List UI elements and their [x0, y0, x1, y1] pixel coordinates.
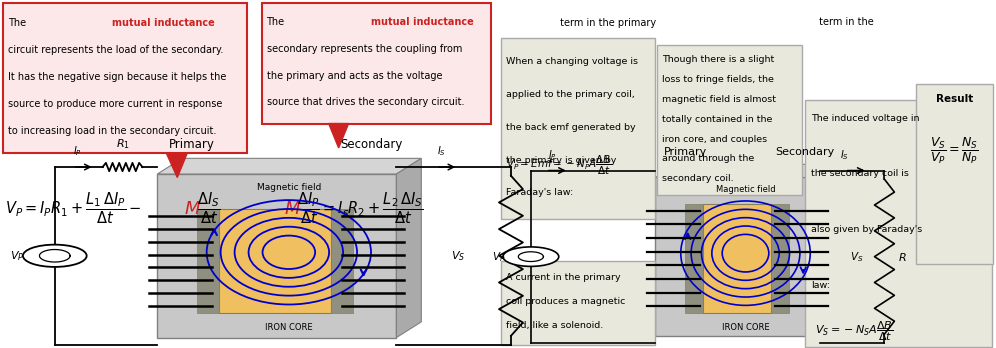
Text: the back emf generated by: the back emf generated by	[506, 122, 635, 132]
Text: The: The	[267, 17, 288, 27]
Text: Magnetic field: Magnetic field	[257, 183, 321, 192]
Text: $V_P$: $V_P$	[492, 250, 506, 263]
Text: $I_P$: $I_P$	[74, 144, 82, 158]
Polygon shape	[396, 158, 421, 338]
Text: also given by Faraday's: also given by Faraday's	[811, 225, 922, 234]
Polygon shape	[166, 153, 187, 177]
FancyBboxPatch shape	[501, 38, 655, 219]
Polygon shape	[655, 164, 840, 177]
Text: term in the primary: term in the primary	[557, 17, 656, 27]
Text: totally contained in the: totally contained in the	[661, 114, 772, 124]
Text: $V_P = I_P R_1 + \dfrac{L_1\,\Delta I_P}{\Delta t} - $: $V_P = I_P R_1 + \dfrac{L_1\,\Delta I_P}…	[5, 191, 141, 227]
Text: Result: Result	[936, 94, 973, 104]
FancyBboxPatch shape	[685, 204, 703, 313]
Text: the primary is given by: the primary is given by	[506, 156, 616, 165]
Text: $M$: $M$	[184, 200, 201, 218]
Text: $V_S = -N_S A\dfrac{\Delta B}{\Delta t}$: $V_S = -N_S A\dfrac{\Delta B}{\Delta t}$	[815, 319, 893, 342]
FancyBboxPatch shape	[197, 209, 219, 313]
Text: $I_S$: $I_S$	[437, 144, 445, 158]
Text: to increasing load in the secondary circuit.: to increasing load in the secondary circ…	[8, 126, 216, 136]
Text: $V_P$: $V_P$	[10, 249, 24, 263]
Text: Primary: Primary	[169, 139, 215, 151]
Text: When a changing voltage is: When a changing voltage is	[506, 57, 637, 66]
Text: Secondary: Secondary	[341, 139, 402, 151]
Text: $R_1$: $R_1$	[116, 137, 129, 151]
Text: coil produces a magnetic: coil produces a magnetic	[506, 297, 625, 306]
FancyBboxPatch shape	[157, 174, 396, 338]
Text: applied to the primary coil,: applied to the primary coil,	[506, 90, 634, 99]
Text: IRON CORE: IRON CORE	[722, 323, 769, 332]
Text: law:: law:	[811, 281, 830, 290]
Text: circuit represents the load of the secondary.: circuit represents the load of the secon…	[8, 45, 223, 55]
Text: source that drives the secondary circuit.: source that drives the secondary circuit…	[267, 97, 464, 107]
Circle shape	[503, 247, 559, 267]
FancyBboxPatch shape	[219, 209, 331, 313]
Text: $\dfrac{\Delta I_P}{\Delta t} = I_s R_2 + \dfrac{L_2\,\Delta I_S}{\Delta t}$: $\dfrac{\Delta I_P}{\Delta t} = I_s R_2 …	[297, 191, 423, 227]
Polygon shape	[157, 158, 421, 174]
FancyBboxPatch shape	[3, 3, 247, 153]
Polygon shape	[820, 164, 840, 336]
Text: $V_S$: $V_S$	[451, 249, 465, 263]
Text: the secondary coil is: the secondary coil is	[811, 169, 908, 179]
Text: Secondary: Secondary	[775, 147, 835, 157]
Text: The induced voltage in: The induced voltage in	[811, 114, 919, 123]
Text: Primary: Primary	[663, 147, 707, 157]
FancyBboxPatch shape	[331, 209, 353, 313]
Text: $N_P$: $N_P$	[665, 346, 678, 348]
FancyBboxPatch shape	[703, 204, 771, 313]
Text: $N_S$: $N_S$	[799, 346, 812, 348]
Text: secondary represents the coupling from: secondary represents the coupling from	[267, 44, 462, 54]
FancyBboxPatch shape	[655, 177, 820, 336]
Text: source to produce more current in response: source to produce more current in respon…	[8, 99, 222, 109]
FancyBboxPatch shape	[262, 3, 491, 124]
Text: $R$: $R$	[898, 251, 907, 263]
Text: A current in the primary: A current in the primary	[506, 273, 621, 282]
Text: $I_P$: $I_P$	[549, 148, 557, 162]
Text: $M$: $M$	[284, 200, 301, 218]
Text: $V_S$: $V_S$	[850, 250, 864, 263]
Text: term in the: term in the	[816, 17, 873, 27]
Text: $\dfrac{\Delta I_S}{\Delta t}$: $\dfrac{\Delta I_S}{\Delta t}$	[197, 191, 220, 227]
Text: field, like a solenoid.: field, like a solenoid.	[506, 321, 603, 330]
Text: magnetic field is almost: magnetic field is almost	[661, 95, 776, 104]
Text: around through the: around through the	[661, 155, 754, 164]
Text: loss to fringe fields, the: loss to fringe fields, the	[661, 75, 774, 84]
FancyBboxPatch shape	[805, 100, 992, 347]
FancyBboxPatch shape	[501, 261, 655, 345]
Text: $R_2$: $R_2$	[529, 249, 543, 263]
Text: It has the negative sign because it helps the: It has the negative sign because it help…	[8, 72, 226, 82]
Text: IRON CORE: IRON CORE	[265, 323, 313, 332]
Text: Faraday's law:: Faraday's law:	[506, 188, 573, 197]
Text: mutual inductance: mutual inductance	[113, 17, 215, 27]
Text: the primary and acts as the voltage: the primary and acts as the voltage	[267, 71, 442, 80]
Circle shape	[23, 245, 87, 267]
Text: iron core, and couples: iron core, and couples	[661, 135, 767, 143]
Text: Though there is a slight: Though there is a slight	[661, 55, 774, 64]
Text: Magnetic field: Magnetic field	[716, 185, 775, 194]
FancyBboxPatch shape	[771, 204, 789, 313]
Text: $\dfrac{V_S}{V_P} = \dfrac{N_S}{N_P}$: $\dfrac{V_S}{V_P} = \dfrac{N_S}{N_P}$	[930, 136, 979, 166]
Text: The: The	[8, 17, 29, 27]
FancyBboxPatch shape	[657, 45, 802, 195]
Text: mutual inductance: mutual inductance	[372, 17, 474, 27]
Polygon shape	[329, 124, 349, 148]
Text: $I_S$: $I_S$	[841, 148, 849, 162]
FancyBboxPatch shape	[916, 84, 993, 264]
Text: secondary coil.: secondary coil.	[661, 174, 733, 183]
Text: $V_P = Emf = -N_P A\dfrac{\Delta B}{\Delta t}$: $V_P = Emf = -N_P A\dfrac{\Delta B}{\Del…	[506, 154, 612, 177]
